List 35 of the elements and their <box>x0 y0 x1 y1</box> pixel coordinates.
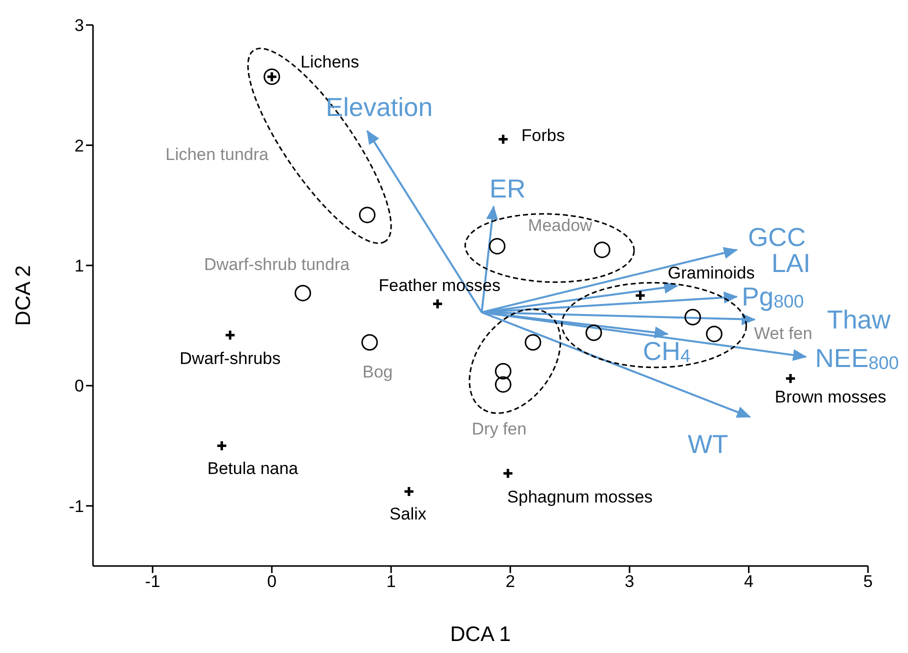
annotation: Lichens <box>300 52 360 72</box>
annotation: Brown mosses <box>774 386 886 406</box>
annotation: NEE$_{800}$ <box>815 342 899 374</box>
y-tick-label: 3 <box>74 16 84 36</box>
y-tick-label: 1 <box>74 256 84 276</box>
annotation: CH$_{4}$ <box>642 336 691 366</box>
x-tick-label: 0 <box>267 572 277 592</box>
y-tick-label: 0 <box>74 376 84 396</box>
annotation: Bog <box>362 362 393 381</box>
x-tick-label: 3 <box>624 572 634 592</box>
y-tick-label: -1 <box>68 496 84 516</box>
annotation: Lichen tundra <box>165 144 270 164</box>
x-tick-label: -1 <box>145 572 160 592</box>
x-tick-label: 5 <box>863 572 873 592</box>
x-axis-title: DCA 1 <box>450 623 511 646</box>
annotation: WT <box>688 428 728 459</box>
annotation: Elevation <box>326 92 433 122</box>
y-tick-label: 2 <box>74 136 84 156</box>
annotation: Pg$_{800}$ <box>742 282 804 312</box>
annotation: Dwarf-shrubs <box>180 348 281 368</box>
annotation: Dry fen <box>472 418 527 438</box>
x-tick-label: 1 <box>386 572 396 592</box>
y-axis-title: DCA 2 <box>12 265 35 326</box>
annotation: Dwarf-shrub tundra <box>204 254 350 274</box>
x-tick-label: 4 <box>744 572 754 592</box>
annotation: Graminoids <box>668 263 755 282</box>
annotation: ER <box>490 174 526 204</box>
annotation: Wet fen <box>754 323 812 342</box>
annotation: Sphagnum mosses <box>507 486 653 506</box>
annotation: Meadow <box>528 216 594 235</box>
annotation: Forbs <box>521 126 565 145</box>
x-tick-label: 2 <box>506 572 516 592</box>
annotation: Thaw <box>826 304 891 335</box>
annotation: Betula nana <box>207 458 299 478</box>
annotation: Salix <box>390 504 427 523</box>
